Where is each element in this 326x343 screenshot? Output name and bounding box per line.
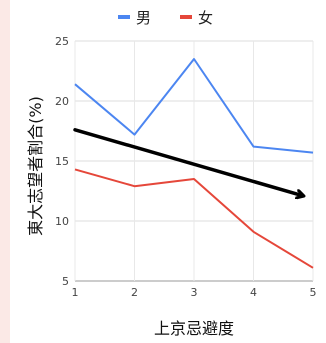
series-lines — [74, 58, 314, 269]
y-axis-title: 東大志望者割合(%) — [26, 96, 45, 236]
grid-lines — [74, 40, 314, 282]
x-axis-title: 上京忌避度 — [154, 319, 234, 338]
x-tick-label: 4 — [250, 286, 257, 299]
y-tick-labels: 5 10 15 20 25 — [55, 35, 69, 288]
x-tick-labels: 1 2 3 4 5 — [72, 286, 317, 299]
series-line-male — [74, 58, 314, 154]
series-line-female — [74, 168, 314, 269]
y-tick-label: 5 — [62, 275, 69, 288]
y-tick-label: 10 — [55, 215, 69, 228]
left-border-strip — [0, 0, 10, 343]
x-tick-label: 1 — [72, 286, 79, 299]
x-tick-label: 5 — [310, 286, 317, 299]
x-tick-label: 3 — [191, 286, 198, 299]
legend: 男女 — [118, 9, 213, 27]
y-tick-label: 20 — [55, 95, 69, 108]
legend-label: 女 — [198, 9, 213, 27]
trend-annotation — [73, 128, 303, 196]
legend-label: 男 — [136, 9, 151, 27]
y-tick-label: 15 — [55, 155, 69, 168]
trend-arrow — [73, 128, 303, 196]
x-tick-label: 2 — [131, 286, 138, 299]
y-tick-label: 25 — [55, 35, 69, 48]
